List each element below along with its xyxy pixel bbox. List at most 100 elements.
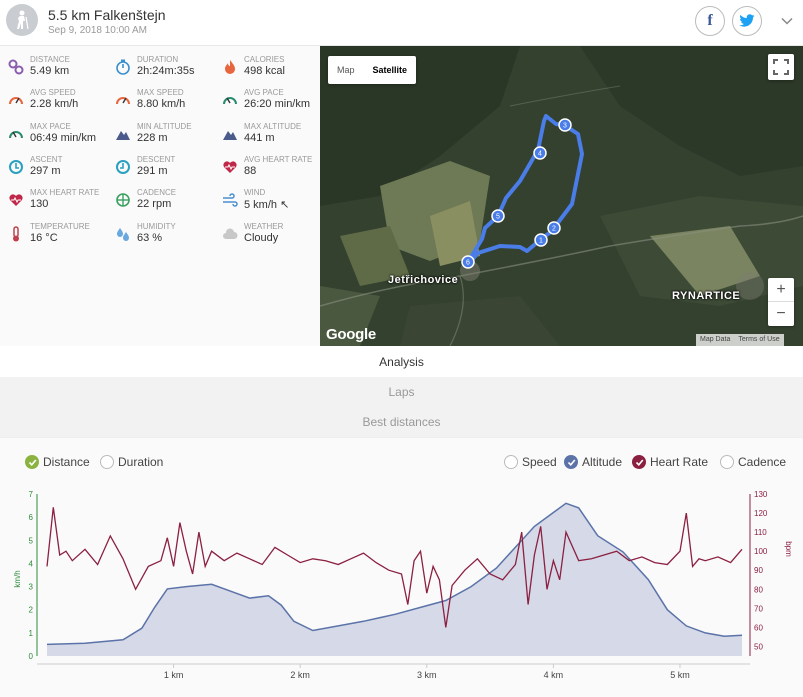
left-axis-tick-label: 7 (29, 490, 34, 499)
analysis-chart: 0 1 2 3 4 5 6 7 50 60 70 80 90 100 110 120 130 km/h bpm 1 k… (13, 490, 793, 680)
stat-label: HUMIDITY (137, 222, 176, 231)
stat-value: 2h:24m:35s (137, 65, 195, 77)
stat-label: MAX PACE (30, 122, 71, 131)
pace-icon (223, 97, 237, 105)
satellite-map-image: 1 2 3 4 5 6 (320, 46, 803, 346)
route-marker[interactable]: 4 (533, 146, 547, 160)
route-marker[interactable]: 1 (534, 233, 548, 247)
x-axis-tick-label: 2 km (290, 670, 310, 680)
toggle-altitude[interactable]: Altitude (564, 454, 622, 470)
stat-distance: DISTANCE 5.49 km (8, 55, 116, 87)
cadence-icon (116, 193, 130, 207)
fullscreen-button[interactable] (768, 54, 794, 80)
map-type-control: Map Satellite (328, 56, 417, 84)
stat-weather: WEATHER Cloudy (222, 222, 330, 254)
tab-analysis[interactable]: Analysis (0, 347, 803, 377)
stopwatch-icon (116, 59, 130, 75)
google-logo: Google (326, 326, 376, 343)
toggle-distance[interactable]: Distance (25, 454, 90, 470)
right-axis-tick-label: 80 (754, 585, 763, 594)
place-label-jetrichovice: Jetřichovice (388, 274, 459, 286)
check-icon (25, 455, 39, 469)
map-type-map-button[interactable]: Map (337, 65, 355, 75)
stat-avg-pace: AVG PACE 26:20 min/km (222, 88, 330, 120)
zoom-in-button[interactable]: + (768, 278, 794, 302)
stat-label: DESCENT (137, 155, 176, 164)
route-marker[interactable]: 3 (558, 118, 572, 132)
stat-descent: DESCENT 291 m (115, 155, 223, 187)
stat-value: 22 rpm (137, 198, 172, 210)
stat-label: MAX SPEED (137, 88, 184, 97)
workout-header: 5.5 km Falkenštejn Sep 9, 2018 10:00 AM … (0, 0, 803, 46)
stat-value: 26:20 min/km (244, 98, 311, 110)
stat-label: AVG PACE (244, 88, 284, 97)
stat-label: AVG SPEED (30, 88, 76, 97)
stat-value: Cloudy (244, 232, 279, 244)
wind-icon (223, 193, 238, 207)
toggle-cadence[interactable]: Cadence (720, 454, 786, 470)
left-axis-title: km/h (13, 570, 22, 587)
tab-best-distances[interactable]: Best distances (0, 407, 803, 437)
fullscreen-icon (773, 59, 789, 75)
left-axis-tick-label: 0 (29, 652, 34, 661)
right-axis-tick-label: 70 (754, 604, 763, 613)
drops-icon (117, 228, 129, 241)
descent-icon (116, 160, 130, 174)
left-axis-tick-label: 4 (29, 559, 34, 568)
altitude-line (46, 502, 743, 646)
left-axis-tick-label: 3 (29, 583, 34, 592)
stat-label: CADENCE (137, 188, 177, 197)
route-marker[interactable]: 6 (461, 255, 475, 269)
ascent-icon (9, 160, 23, 174)
analysis-chart-panel: Distance Duration Speed Altitude Heart R… (0, 437, 803, 697)
twitter-share-button[interactable] (732, 6, 762, 36)
distance-icon (8, 59, 24, 75)
route-marker-label: 1 (539, 238, 543, 245)
stat-label: WIND (244, 188, 266, 197)
stats-panel: DISTANCE 5.49 km DURATION 2h:24m:35s CALORIE… (0, 46, 320, 346)
stat-label: MAX HEART RATE (30, 188, 100, 197)
stat-value: 5.49 km (30, 65, 70, 77)
right-axis-title: bpm (784, 541, 793, 557)
stat-value: 228 m (137, 132, 168, 144)
stat-label: MIN ALTITUDE (137, 122, 192, 131)
stat-value: 297 m (30, 165, 61, 177)
stat-value: 06:49 min/km (30, 132, 97, 144)
stat-label: AVG HEART RATE (244, 155, 313, 164)
toggle-duration[interactable]: Duration (100, 454, 163, 470)
right-axis-tick-label: 120 (754, 509, 768, 518)
stat-value: 441 m (244, 132, 275, 144)
mountain-icon (116, 131, 130, 140)
left-axis-tick-label: 5 (29, 536, 34, 545)
facebook-share-button[interactable]: f (695, 6, 725, 36)
heart-icon (223, 161, 237, 173)
heart-rate-line (46, 507, 743, 628)
terms-link[interactable]: Terms of Use (738, 336, 780, 343)
right-axis-tick-label: 50 (754, 642, 763, 651)
toggle-heart-rate[interactable]: Heart Rate (632, 454, 708, 470)
toggle-cadence-label: Cadence (738, 455, 787, 469)
twitter-icon (739, 14, 755, 27)
tab-laps[interactable]: Laps (0, 377, 803, 407)
toggle-speed[interactable]: Speed (504, 454, 557, 470)
zoom-out-button[interactable]: − (776, 305, 786, 322)
speedometer-icon (9, 97, 23, 105)
route-marker[interactable]: 2 (547, 221, 561, 235)
toggle-duration-label: Duration (118, 455, 164, 469)
map-type-satellite-button[interactable]: Satellite (372, 65, 408, 75)
route-map[interactable]: 1 2 3 4 5 6 Map Satellite + − Jetřichovice RY… (320, 46, 803, 346)
stat-value: 16 °C (30, 232, 58, 244)
stat-avg-speed: AVG SPEED 2.28 km/h (8, 88, 116, 120)
x-axis-tick-label: 1 km (164, 670, 184, 680)
route-marker[interactable]: 5 (491, 209, 505, 223)
stat-value: 63 % (137, 232, 163, 244)
map-data-link[interactable]: Map Data (700, 336, 731, 343)
workout-title: 5.5 km Falkenštejn (48, 7, 166, 23)
left-axis-tick-label: 6 (29, 513, 34, 522)
route-marker-label: 3 (563, 123, 567, 130)
stat-ascent: ASCENT 297 m (8, 155, 116, 187)
route-marker-label: 6 (466, 260, 470, 267)
speedometer-icon (116, 97, 130, 105)
chevron-down-icon[interactable] (780, 14, 794, 28)
stat-max-altitude: MAX ALTITUDE 441 m (222, 122, 330, 154)
